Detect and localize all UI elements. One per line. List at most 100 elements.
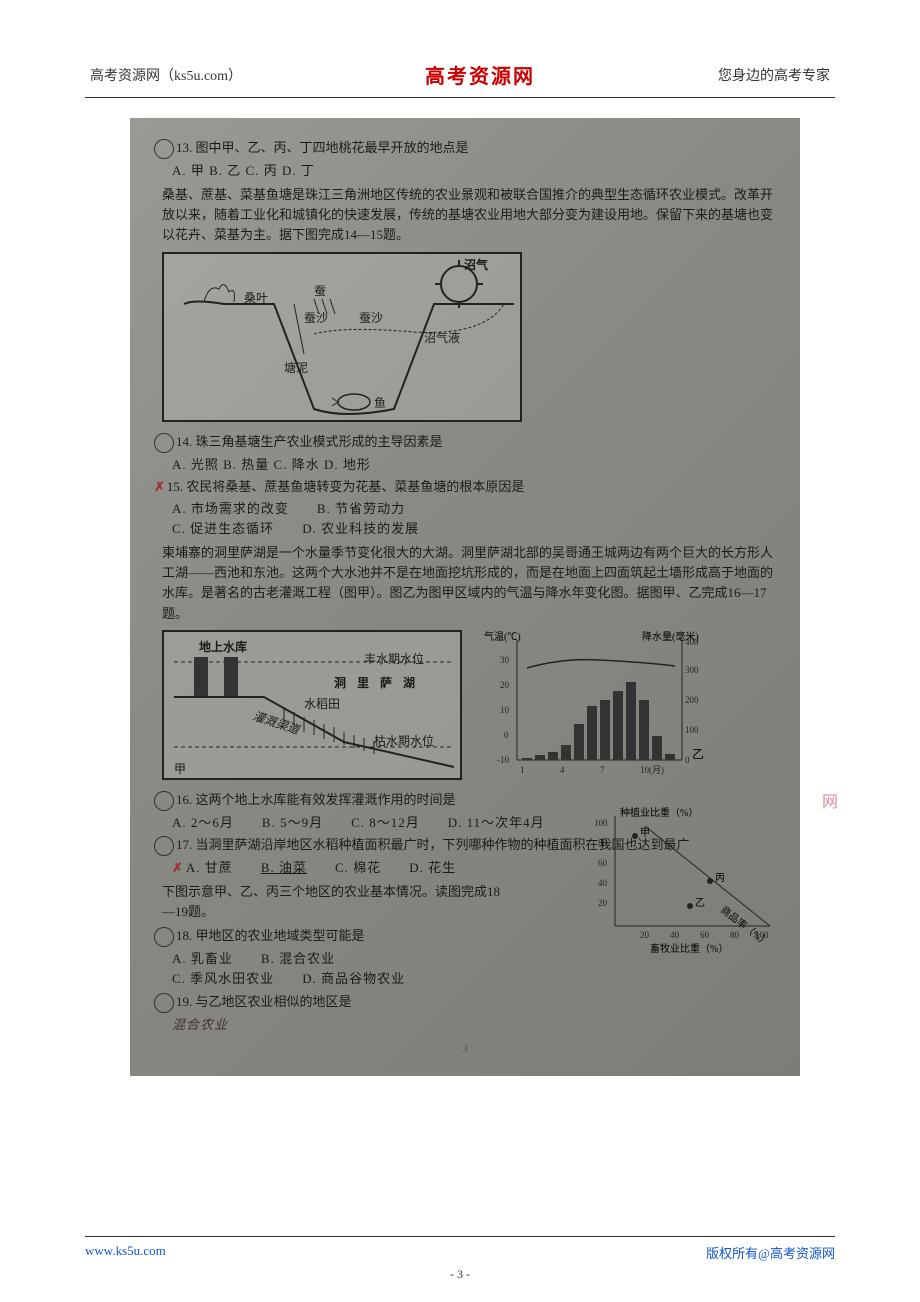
q15-optD: D. 农业科技的发展 xyxy=(302,521,419,536)
q16-optC: C. 8～12月 xyxy=(351,815,420,830)
page-footer: www.ks5u.com 版权所有@高考资源网 xyxy=(85,1236,835,1262)
svg-text:1: 1 xyxy=(520,765,525,775)
label-paddy: 水稻田 xyxy=(304,695,340,714)
svg-text:10: 10 xyxy=(500,705,510,715)
q18-optA: A. 乳畜业 xyxy=(172,951,233,966)
q18-stem-text: 18. 甲地区的农业地域类型可能是 xyxy=(176,928,365,943)
q16-optA: A. 2～6月 xyxy=(172,815,234,830)
hand-x-mark-icon: ✗ xyxy=(172,860,184,875)
diagram-mulberry-pond: 桑叶 蚕 蚕沙 蚕沙 沼气 沼气液 塘泥 鱼 xyxy=(162,252,522,422)
label-high-water: 丰水期水位 xyxy=(364,650,424,669)
climate-svg: 气温(℃) 降水量(毫米) -100102030 0100200300400 1… xyxy=(482,630,712,780)
q18-optB: B. 混合农业 xyxy=(261,951,335,966)
passage-2: 柬埔寨的洞里萨湖是一个水量季节变化很大的大湖。洞里萨湖北部的吴哥通王城两边有两个… xyxy=(162,543,776,624)
pond-cycle-svg xyxy=(164,254,524,424)
q19-stem-text: 19. 与乙地区农业相似的地区是 xyxy=(176,994,352,1009)
diagram-climate-chart: 气温(℃) 降水量(毫米) -100102030 0100200300400 1… xyxy=(482,630,712,780)
svg-text:40: 40 xyxy=(670,930,680,940)
q18-options-line1: A. 乳畜业 B. 混合农业 xyxy=(172,949,492,969)
q17-optB: B. 油菜 xyxy=(261,860,307,875)
q18-optC: C. 季风水田农业 xyxy=(172,971,274,986)
page-header: 高考资源网（ks5u.com） 高考资源网 您身边的高考专家 xyxy=(85,0,835,98)
header-right: 您身边的高考专家 xyxy=(718,65,830,85)
footer-page-number: - 3 - xyxy=(450,1267,470,1282)
label-mulberry-leaf: 桑叶 xyxy=(244,289,268,308)
scanned-exam-photo: 13. 图中甲、乙、丙、丁四地桃花最早开放的地点是 A. 甲 B. 乙 C. 丙… xyxy=(130,118,800,1076)
q15-options-line2: C. 促进生态循环 D. 农业科技的发展 xyxy=(172,519,776,539)
label-pond-mud: 塘泥 xyxy=(284,359,308,378)
watermark-stamp: 网 xyxy=(822,791,840,816)
q19-stem: 19. 与乙地区农业相似的地区是 xyxy=(154,992,776,1013)
q15-optB: B. 节省劳动力 xyxy=(317,501,405,516)
svg-text:400: 400 xyxy=(685,637,699,647)
q17-optD: D. 花生 xyxy=(409,860,456,875)
label-fish: 鱼 xyxy=(374,394,386,413)
label-cansha1: 蚕沙 xyxy=(304,309,328,328)
footer-url[interactable]: www.ks5u.com xyxy=(85,1243,166,1262)
q15-options-line1: A. 市场需求的改变 B. 节省劳动力 xyxy=(172,499,776,519)
label-biogas-liquid: 沼气液 xyxy=(424,329,460,348)
svg-text:20: 20 xyxy=(598,898,608,908)
q14-options: A. 光照 B. 热量 C. 降水 D. 地形 xyxy=(172,455,776,475)
annotation-circle-icon xyxy=(154,927,174,947)
q15-optA: A. 市场需求的改变 xyxy=(172,501,289,516)
diagram2-row: 地上水库 丰水期水位 洞 里 萨 湖 水稻田 灌溉渠道 枯水期水位 甲 气温(℃… xyxy=(162,630,776,780)
header-left: 高考资源网（ks5u.com） xyxy=(90,65,242,85)
q13-options: A. 甲 B. 乙 C. 丙 D. 丁 xyxy=(172,161,776,181)
svg-text:-10: -10 xyxy=(497,755,509,765)
q15-stem: ✗15. 农民将桑基、蔗基鱼塘转变为花基、菜基鱼塘的根本原因是 xyxy=(154,477,776,497)
label-yi: 乙 xyxy=(692,747,704,761)
svg-text:80: 80 xyxy=(598,838,608,848)
q13-stem: 13. 图中甲、乙、丙、丁四地桃花最早开放的地点是 xyxy=(154,138,776,159)
svg-text:乙: 乙 xyxy=(695,897,705,909)
q19-handwrite: 混合农业 xyxy=(172,1015,776,1035)
q17-optA: A. 甘蔗 xyxy=(186,860,233,875)
label-low-water: 枯水期水位 xyxy=(374,732,434,751)
q18-options-line2: C. 季风水田农业 D. 商品谷物农业 xyxy=(172,969,492,989)
annotation-circle-icon xyxy=(154,433,174,453)
svg-text:0: 0 xyxy=(685,755,690,765)
svg-text:100: 100 xyxy=(685,725,699,735)
q16-optB: B. 5～9月 xyxy=(262,815,323,830)
label-biogas: 沼气 xyxy=(464,256,488,275)
passage-1: 桑基、蔗基、菜基鱼塘是珠江三角洲地区传统的农业景观和被联合国推介的典型生态循环农… xyxy=(162,185,776,245)
svg-text:4: 4 xyxy=(560,765,565,775)
label-jia: 甲 xyxy=(174,760,186,779)
svg-text:80: 80 xyxy=(730,930,740,940)
passage-3: 下图示意甲、乙、丙三个地区的农业基本情况。读图完成18—19题。 xyxy=(162,882,502,922)
annotation-circle-icon xyxy=(154,791,174,811)
footer-copyright: 版权所有@高考资源网 xyxy=(706,1243,835,1262)
annotation-circle-icon xyxy=(154,836,174,856)
svg-text:20: 20 xyxy=(500,680,510,690)
inner-page-number: 3 xyxy=(154,1041,776,1058)
svg-text:200: 200 xyxy=(685,695,699,705)
svg-text:40: 40 xyxy=(598,878,608,888)
svg-text:10(月): 10(月) xyxy=(640,765,664,775)
triangle-svg: 20406080100 20406080100 甲 乙 丙 种植业比重（%） 畜… xyxy=(590,806,790,956)
diagram-triangle-chart: 20406080100 20406080100 甲 乙 丙 种植业比重（%） 畜… xyxy=(590,806,790,956)
q16-optD: D. 11～次年4月 xyxy=(448,815,545,830)
label-reservoir: 地上水库 xyxy=(199,638,247,657)
svg-text:60: 60 xyxy=(700,930,710,940)
svg-text:0: 0 xyxy=(504,730,509,740)
label-cansha2: 蚕沙 xyxy=(359,309,383,328)
svg-text:7: 7 xyxy=(600,765,605,775)
svg-text:30: 30 xyxy=(500,655,510,665)
q14-stem-text: 14. 珠三角基塘生产农业模式形成的主导因素是 xyxy=(176,434,443,449)
q18-optD: D. 商品谷物农业 xyxy=(302,971,405,986)
label-lake-name: 洞 里 萨 湖 xyxy=(334,674,419,693)
tri-ylabel: 种植业比重（%） xyxy=(620,806,698,819)
q17-optC: C. 棉花 xyxy=(335,860,381,875)
svg-text:甲: 甲 xyxy=(640,828,650,839)
diagram-reservoir-section: 地上水库 丰水期水位 洞 里 萨 湖 水稻田 灌溉渠道 枯水期水位 甲 xyxy=(162,630,462,780)
svg-text:300: 300 xyxy=(685,665,699,675)
annotation-circle-icon xyxy=(154,993,174,1013)
tri-xlabel: 畜牧业比重（%） xyxy=(650,942,728,955)
svg-text:60: 60 xyxy=(598,858,608,868)
q14-stem: 14. 珠三角基塘生产农业模式形成的主导因素是 xyxy=(154,432,776,453)
label-silkworm: 蚕 xyxy=(314,282,326,301)
q13-stem-text: 13. 图中甲、乙、丙、丁四地桃花最早开放的地点是 xyxy=(176,140,469,155)
q15-optC: C. 促进生态循环 xyxy=(172,521,274,536)
annotation-circle-icon xyxy=(154,139,174,159)
header-center-logo: 高考资源网 xyxy=(425,60,535,89)
